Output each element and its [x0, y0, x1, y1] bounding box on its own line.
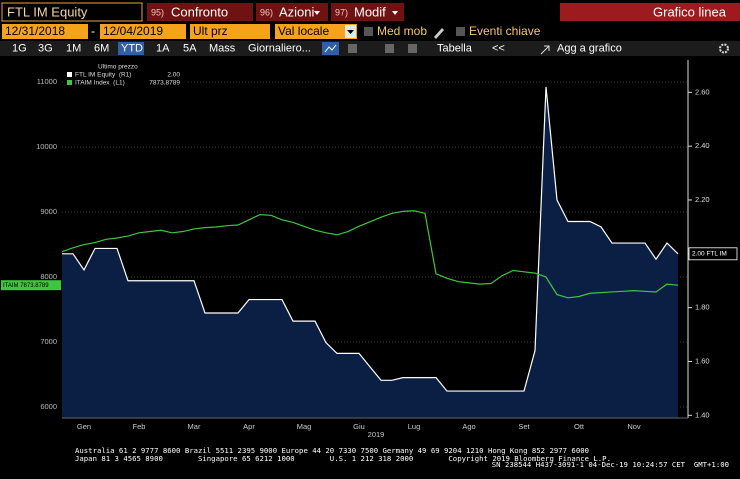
x-tick-label: Feb: [133, 422, 146, 431]
period-button[interactable]: 1A: [156, 42, 170, 54]
period-button[interactable]: YTD: [121, 42, 143, 54]
separator: -: [91, 24, 95, 38]
tab[interactable]: [256, 3, 328, 21]
x-tick-label: Set: [518, 422, 530, 431]
period-button[interactable]: 1M: [66, 42, 81, 54]
period-selected[interactable]: [118, 42, 144, 55]
field[interactable]: Ult prz: [193, 24, 228, 38]
frequency[interactable]: Giornaliero...: [248, 42, 311, 54]
add-icon: [540, 45, 550, 55]
period-buttons: 1G 3G 1M 6M YTD 1A 5A Mass: [12, 42, 236, 55]
legend-swatch: [67, 72, 72, 77]
edge-label-box: [688, 247, 738, 261]
y2-tick-label: 2.40: [695, 141, 710, 150]
legend-box: [63, 61, 187, 91]
area: [62, 86, 678, 418]
x-tick-label: Mag: [297, 422, 312, 431]
edge-label: 2.00 FTL IM: [692, 251, 727, 258]
tab-label[interactable]: Modif: [354, 4, 386, 19]
y-tick-label: 9000: [40, 207, 57, 216]
tab-number[interactable]: 96): [260, 7, 273, 17]
x-tick-label: Nov: [627, 422, 641, 431]
period-button[interactable]: Mass: [209, 42, 236, 54]
period-bar: [0, 41, 740, 56]
chart-icon[interactable]: [348, 44, 357, 53]
tab-number[interactable]: 97): [335, 7, 348, 17]
tab-label[interactable]: Confronto: [171, 4, 228, 19]
date-field[interactable]: [2, 24, 88, 39]
edge-label: ITAIM 7873.8789: [3, 283, 49, 289]
y2-tick-label: 2.60: [695, 87, 710, 96]
dropdown-arrow: [392, 11, 398, 15]
legend-title: Ultimo prezzo: [98, 64, 138, 71]
chart-icon[interactable]: [408, 44, 417, 53]
checkbox-label[interactable]: Med mob: [377, 24, 427, 38]
x-tick-label: Ago: [462, 422, 475, 431]
chart-icon[interactable]: [385, 44, 394, 53]
period-button[interactable]: 5A: [183, 42, 197, 54]
dropdown-arrow: [347, 30, 354, 34]
x-tick-label: Giu: [353, 422, 365, 431]
view-title: Grafico linea: [653, 4, 727, 19]
x-tick-label: Ott: [574, 422, 585, 431]
ticker[interactable]: FTL IM Equity: [7, 4, 88, 19]
dropdown-arrow: [314, 11, 320, 15]
x-tick-label: Lug: [408, 422, 421, 431]
checkbox[interactable]: [456, 27, 465, 36]
view-title-bar: [560, 3, 740, 21]
field-select[interactable]: [190, 24, 270, 39]
y-tick-label: 10000: [36, 142, 57, 151]
y-tick-label: 8000: [40, 272, 57, 281]
currency-select[interactable]: [275, 24, 357, 39]
period-button[interactable]: 1G: [12, 42, 27, 54]
ticker-box[interactable]: [1, 2, 143, 22]
y-tick-label: 11000: [37, 77, 57, 86]
x-axis-label: 2019: [368, 430, 385, 439]
start-date[interactable]: 12/31/2018: [5, 24, 65, 38]
footer-line: Japan 81 3 4565 8900 Singapore 65 6212 1…: [75, 454, 611, 463]
currency[interactable]: Val locale: [278, 24, 329, 38]
checkbox[interactable]: [364, 27, 373, 36]
y2-tick-label: 2.20: [695, 195, 710, 204]
y-tick-label: 7000: [40, 337, 57, 346]
legend-swatch: [67, 80, 72, 85]
series-line: [62, 86, 679, 392]
edit-icon[interactable]: [434, 28, 444, 39]
tab[interactable]: [147, 3, 253, 21]
date-field[interactable]: [100, 24, 186, 39]
footer-line: Australia 61 2 9777 8600 Brazil 5511 239…: [75, 446, 589, 455]
legend-value: 7873.8789: [149, 80, 180, 87]
footer-line: SN 238544 H437-3091-1 04-Dec-19 10:24:57…: [492, 460, 729, 469]
tab[interactable]: [331, 3, 404, 21]
tab-number[interactable]: 95): [151, 7, 164, 17]
y2-tick-label: 1.80: [695, 303, 710, 312]
series-line: [61, 210, 679, 299]
period-button[interactable]: 6M: [94, 42, 109, 54]
collapse-button[interactable]: <<: [492, 42, 505, 54]
x-tick-label: Mar: [188, 422, 201, 431]
checkbox-label[interactable]: Eventi chiave: [469, 24, 541, 38]
add-button[interactable]: Agg a grafico: [557, 42, 622, 54]
icon-stroke: [324, 44, 337, 53]
tab-label[interactable]: Azioni: [279, 4, 315, 19]
chart: 6000 7000 8000 9000 10000 11000 1.40 1.60 1.80 2.…: [1, 60, 738, 439]
legend-label: ITAIM Index (L1): [75, 80, 125, 87]
x-tick-label: Apr: [243, 422, 255, 431]
legend-value: 2.00: [167, 72, 180, 79]
y-tick-label: 6000: [40, 402, 57, 411]
table-button[interactable]: Tabella: [437, 42, 473, 54]
settings-icon[interactable]: [719, 43, 729, 54]
x-tick-label: Gen: [77, 422, 91, 431]
end-date[interactable]: 12/04/2019: [103, 24, 163, 38]
period-button[interactable]: 3G: [38, 42, 53, 54]
y2-tick-label: 1.60: [695, 356, 710, 365]
edge-label-box: [1, 280, 61, 291]
y2-tick-label: 1.40: [695, 410, 710, 419]
legend-label: FTL IM Equity (R1): [75, 72, 131, 79]
